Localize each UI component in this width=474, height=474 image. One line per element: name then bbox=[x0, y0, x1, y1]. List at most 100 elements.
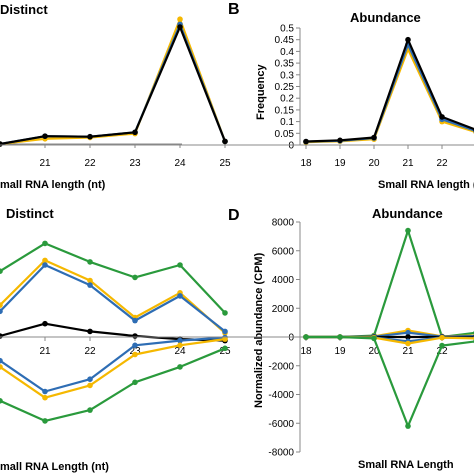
panel-c-data-point bbox=[222, 345, 228, 352]
panel-c-data-point bbox=[0, 357, 3, 364]
panel-c-series-line bbox=[0, 259, 226, 334]
panel-b-data-point bbox=[371, 134, 377, 141]
panel-c-data-point bbox=[87, 259, 93, 265]
panel-b-x-tick-label: 18 bbox=[300, 158, 312, 169]
panel-c: Distinct mall RNA Length (nt) 21 22 23 24 25 bbox=[0, 206, 231, 473]
panel-c-data-point bbox=[87, 407, 93, 413]
panel-b-data-point bbox=[439, 114, 445, 120]
panel-b-plot: 00.050.10.150.20.250.30.350.40.450.5 18 19… bbox=[0, 24, 474, 169]
panel-b-data-point bbox=[405, 36, 411, 43]
panel-b-y-tick-label: 0.4 bbox=[280, 47, 294, 58]
panel-d-data-point bbox=[371, 335, 377, 342]
panel-c-data-point bbox=[42, 320, 48, 327]
panel-c-x-tick-label: 25 bbox=[219, 346, 231, 357]
panel-c-series-line bbox=[0, 347, 226, 422]
panel-d-x-tick-label: 19 bbox=[334, 346, 346, 357]
panel-d-xlabel: Small RNA Length bbox=[358, 459, 454, 471]
panel-a-x-tick-label: 22 bbox=[84, 158, 96, 169]
panel-d-data-point bbox=[337, 334, 343, 340]
panel-b-y-tick-label: 0.3 bbox=[280, 70, 294, 81]
panel-c-data-point bbox=[42, 394, 48, 401]
panel-c-data-point bbox=[0, 333, 3, 339]
panel-c-x-tick-label: 23 bbox=[129, 346, 141, 357]
panel-d-y-tick-label: 2000 bbox=[272, 304, 295, 315]
panel-c-data-point bbox=[87, 376, 93, 383]
panel-a-series-line bbox=[0, 18, 227, 146]
panel-c-data-point bbox=[222, 328, 228, 335]
panel-c-data-point bbox=[177, 342, 183, 349]
panel-a-series-line bbox=[0, 25, 227, 146]
panel-c-data-point bbox=[222, 336, 228, 342]
panel-d-x-tick-label: 21 bbox=[402, 346, 414, 357]
panel-c-data-point bbox=[132, 317, 138, 324]
panel-d-y-tick-label: -4000 bbox=[268, 390, 294, 401]
panel-c-data-point bbox=[0, 398, 3, 404]
panel-d-ylabel: Normalized abundance (CPM) bbox=[253, 252, 265, 408]
panel-c-xlabel: mall RNA Length (nt) bbox=[0, 461, 109, 473]
panel-c-data-point bbox=[0, 308, 3, 315]
panel-c-data-point bbox=[132, 342, 138, 349]
panel-a-data-point bbox=[0, 141, 3, 147]
panel-c-data-point bbox=[42, 257, 48, 264]
panel-d-series-line bbox=[306, 229, 474, 339]
panel-b-xlabel: Small RNA length (nt bbox=[378, 179, 474, 191]
panel-d-data-point bbox=[303, 334, 309, 340]
panel-c-data-point bbox=[87, 382, 93, 389]
panel-d-data-point bbox=[439, 342, 445, 349]
panel-c-plot: 21 22 23 24 25 bbox=[0, 240, 231, 424]
panel-b-x-tick-label: 22 bbox=[436, 158, 448, 169]
panel-c-series-line bbox=[0, 242, 226, 314]
panel-c-data-point bbox=[177, 293, 183, 299]
panel-c-title: Distinct bbox=[6, 206, 54, 221]
panel-d-x-tick-label: 18 bbox=[300, 346, 312, 357]
panel-b-data-point bbox=[303, 138, 309, 145]
panel-a-data-point bbox=[177, 16, 183, 23]
panel-c-data-point bbox=[177, 364, 183, 370]
panel-c-data-point bbox=[132, 379, 138, 386]
panel-a-data-point bbox=[177, 24, 183, 30]
panel-c-x-tick-label: 21 bbox=[39, 346, 51, 357]
panel-a-x-tick-label: 25 bbox=[219, 158, 231, 169]
panel-d-y-tick-label: 8000 bbox=[272, 218, 295, 229]
panel-a-data-point bbox=[87, 133, 93, 140]
panel-c-data-point bbox=[132, 351, 138, 358]
panel-c-x-tick-label: 22 bbox=[84, 346, 96, 357]
panel-b-y-tick-label: 0.2 bbox=[280, 94, 294, 105]
panel-a-xlabel: mall RNA length (nt) bbox=[0, 179, 106, 191]
panel-b-x-tick-label: 21 bbox=[402, 158, 414, 169]
panel-d-title: Abundance bbox=[372, 206, 443, 221]
panel-d-data-point bbox=[405, 227, 411, 234]
panel-a-series-line bbox=[0, 23, 227, 146]
panel-d-x-tick-label: 20 bbox=[368, 346, 380, 357]
panel-a-x-tick-label: 21 bbox=[39, 158, 51, 169]
panel-b-y-tick-label: 0 bbox=[288, 141, 294, 152]
panel-c-data-point bbox=[42, 388, 48, 395]
panel-d-y-tick-label: -8000 bbox=[268, 448, 294, 459]
panel-b: B Abundance Small RNA length (nt Frequen… bbox=[0, 1, 474, 191]
panel-d-data-point bbox=[405, 423, 411, 429]
panel-d-data-point bbox=[405, 329, 411, 336]
panel-d-y-tick-label: -2000 bbox=[268, 361, 294, 372]
panel-c-data-point bbox=[222, 310, 228, 316]
panel-c-data-point bbox=[42, 418, 48, 424]
panel-c-data-point bbox=[132, 274, 138, 281]
panel-b-y-tick-label: 0.05 bbox=[275, 129, 295, 140]
panel-b-x-tick-label: 20 bbox=[368, 158, 380, 169]
panel-b-title: Abundance bbox=[350, 10, 421, 25]
panel-c-data-point bbox=[177, 337, 183, 344]
panel-d-letter: D bbox=[228, 207, 240, 224]
panel-c-x-tick-label: 24 bbox=[174, 346, 186, 357]
panel-b-y-tick-label: 0.45 bbox=[275, 35, 295, 46]
panel-b-letter: B bbox=[228, 1, 240, 18]
panel-d-x-tick-label: 22 bbox=[436, 346, 448, 357]
panel-c-series-line bbox=[0, 322, 226, 342]
panel-d: D Abundance Small RNA Length Normalized … bbox=[0, 206, 474, 471]
panel-b-y-tick-label: 0.5 bbox=[280, 24, 294, 35]
panel-a: Distinct mall RNA length (nt) 21 22 23 24 25 bbox=[0, 2, 231, 191]
panel-b-y-tick-label: 0.25 bbox=[275, 82, 295, 93]
panel-c-data-point bbox=[87, 328, 93, 335]
panel-a-data-point bbox=[42, 133, 48, 139]
panel-a-data-point bbox=[132, 129, 138, 136]
panel-a-x-tick-label: 24 bbox=[174, 158, 186, 169]
